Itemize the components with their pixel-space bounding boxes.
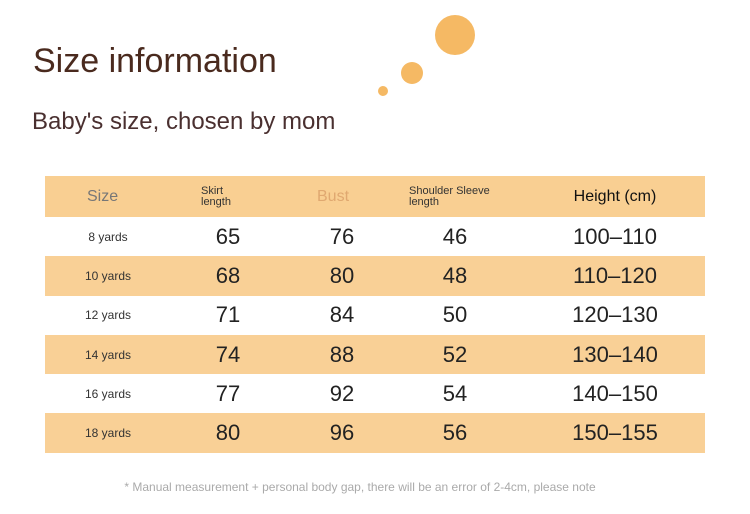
table-row: 12 yards 71 84 50 120–130 [45,296,705,335]
table-cell: 88 [329,341,355,367]
table-row: 16 yards 77 92 54 140–150 [45,374,705,413]
table-cell: 52 [442,341,468,367]
dot [435,15,475,55]
table-cell: 80 [215,420,241,446]
table-cell: 96 [329,420,355,446]
table-cell: 130–140 [572,341,658,367]
table-row: 18 yards 80 96 56 150–155 [45,413,705,453]
table-cell: 8 yards [88,229,128,244]
table-cell: 80 [329,262,355,288]
table-cell: 100–110 [572,223,657,249]
column-header: Size [87,188,119,205]
table-cell: 71 [215,302,241,328]
table-cell: 120–130 [572,302,658,328]
table-cell: 140–150 [572,380,658,406]
table-cell: 74 [215,341,241,367]
table-cell: 150–155 [572,420,658,446]
table-cell: 68 [215,262,241,288]
table-cell: 65 [215,223,241,249]
table-row: 8 yards 65 76 46 100–110 [45,217,705,256]
dot [378,86,388,96]
table-cell: 10 yards [84,268,132,283]
column-header: Bust [317,188,350,205]
table-cell: 77 [215,380,241,406]
table-cell: 48 [442,262,468,288]
column-header: Skirt length [201,184,231,208]
table-cell: 46 [442,223,468,249]
table-cell: 12 yards [84,308,132,323]
table-cell: 110–120 [572,262,657,288]
table-cell: 76 [329,223,355,249]
footnote: * Manual measurement + personal body gap… [124,480,596,494]
table-cell: 54 [442,380,468,406]
header-row: Size Skirt length Bust Shoulder Sleeve leng… [45,176,705,217]
title: Size information [33,42,277,80]
table-cell: 16 yards [84,386,132,401]
subtitle: Baby's size, chosen by mom [32,108,336,135]
dot [401,62,423,84]
column-header: Height (cm) [573,188,657,205]
table-cell: 56 [442,420,468,446]
table-cell: 18 yards [84,426,132,441]
size-table: Size Skirt length Bust Shoulder Sleeve leng… [45,176,705,453]
table-row: 14 yards 74 88 52 130–140 [45,334,705,375]
decoration [378,15,475,96]
table-cell: 50 [442,302,468,328]
table-row: 10 yards 68 80 48 110–120 [45,256,705,296]
table-cell: 14 yards [84,347,132,362]
table-cell: 92 [329,380,355,406]
table-cell: 84 [329,302,355,328]
column-header: Shoulder Sleeve length [409,184,490,208]
